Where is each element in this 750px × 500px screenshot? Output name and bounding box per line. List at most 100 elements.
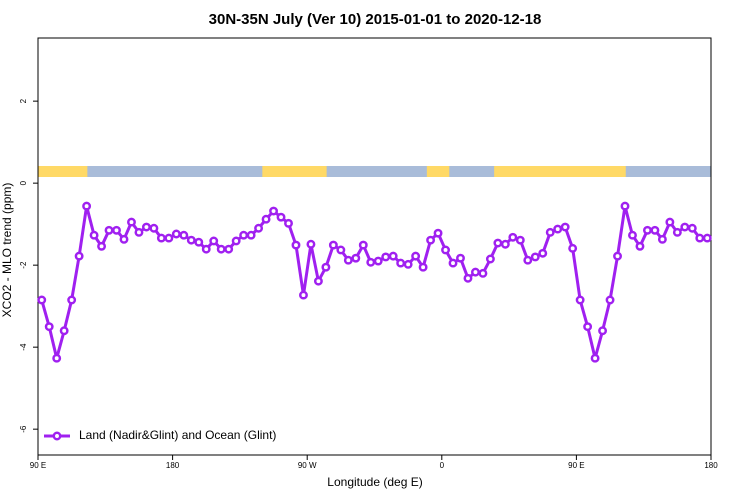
data-point	[605, 295, 615, 305]
data-point	[463, 273, 473, 283]
data-point	[67, 295, 77, 305]
data-point	[291, 240, 301, 250]
data-point	[635, 241, 645, 251]
y-tick-label: 0	[19, 180, 28, 185]
data-point	[650, 225, 660, 235]
data-point	[224, 244, 234, 254]
data-point	[246, 230, 256, 240]
data-point	[620, 201, 630, 211]
data-point	[493, 238, 503, 248]
data-point	[366, 257, 376, 267]
data-point	[695, 233, 705, 243]
land-span	[38, 166, 88, 177]
data-point	[433, 228, 443, 238]
legend-label: Land (Nadir&Glint) and Ocean (Glint)	[79, 428, 276, 442]
data-point	[149, 223, 159, 233]
data-point	[373, 256, 383, 266]
land-span	[426, 166, 450, 177]
data-point	[179, 230, 189, 240]
x-tick-label: 90 W	[298, 461, 317, 470]
data-point	[665, 217, 675, 227]
data-point	[553, 224, 563, 234]
plot-frame	[37, 37, 712, 456]
data-point	[538, 248, 548, 258]
x-tick-label: 90 E	[30, 461, 46, 470]
data-point	[448, 258, 458, 268]
chart-title: 30N-35N July (Ver 10) 2015-01-01 to 2020…	[209, 11, 542, 28]
data-point	[321, 262, 331, 272]
x-tick-label: 0	[440, 461, 445, 470]
data-point	[89, 230, 99, 240]
data-point	[299, 290, 308, 300]
data-point	[119, 234, 129, 244]
x-tick-label: 180	[704, 461, 718, 470]
data-point	[657, 234, 667, 244]
data-point	[112, 225, 121, 235]
x-tick-label: 180	[166, 461, 180, 470]
y-tick-label: 2	[19, 98, 28, 103]
data-point	[702, 233, 712, 243]
data-point	[530, 252, 540, 262]
data-point	[680, 222, 690, 232]
land-span	[262, 166, 327, 177]
data-point	[171, 229, 181, 239]
data-point	[515, 235, 525, 245]
data-point	[575, 295, 585, 305]
data-point	[441, 245, 450, 255]
data-point	[156, 233, 166, 243]
y-tick-label: -2	[19, 261, 28, 269]
legend-marker	[52, 431, 62, 441]
data-point	[82, 201, 92, 211]
data-point	[201, 244, 211, 254]
x-axis-label: Longitude (deg E)	[327, 475, 422, 489]
data-point	[456, 253, 465, 263]
data-point	[568, 243, 578, 253]
land-span	[494, 166, 626, 177]
data-point	[471, 267, 480, 277]
data-point	[134, 227, 144, 237]
data-point	[381, 252, 391, 262]
x-tick-label: 90 E	[568, 461, 584, 470]
data-point	[642, 225, 652, 235]
data-point	[545, 227, 555, 237]
data-point	[403, 259, 413, 269]
data-point	[590, 353, 600, 363]
y-tick-label: -4	[19, 343, 28, 351]
data-point	[74, 251, 84, 261]
y-axis-label: XCO2 - MLO trend (ppm)	[0, 183, 14, 318]
data-point	[209, 236, 219, 246]
data-point	[37, 295, 47, 305]
data-point	[52, 353, 62, 363]
data-point	[127, 217, 136, 227]
data-point	[186, 235, 196, 245]
data-point	[104, 225, 114, 235]
data-point	[141, 222, 151, 232]
data-point	[313, 276, 323, 286]
data-point	[306, 239, 316, 249]
data-point	[276, 212, 286, 222]
data-point	[478, 268, 488, 278]
data-point	[500, 239, 510, 249]
data-point	[231, 236, 241, 246]
data-point	[351, 253, 361, 263]
data-point	[343, 255, 353, 265]
data-point	[358, 240, 368, 250]
data-point	[97, 241, 107, 251]
data-point	[194, 237, 204, 247]
data-point	[560, 222, 570, 232]
y-tick-label: -6	[19, 425, 28, 433]
data-point	[59, 326, 69, 336]
data-point	[261, 214, 271, 224]
data-point	[508, 232, 518, 242]
data-point	[426, 235, 436, 245]
data-point	[418, 262, 428, 272]
data-point	[254, 223, 264, 233]
ocean-strip	[38, 166, 711, 177]
data-point	[672, 227, 682, 237]
data-point	[613, 251, 622, 261]
data-point	[523, 255, 533, 265]
data-point	[485, 254, 495, 264]
data-point	[269, 206, 278, 216]
data-point	[628, 230, 637, 240]
